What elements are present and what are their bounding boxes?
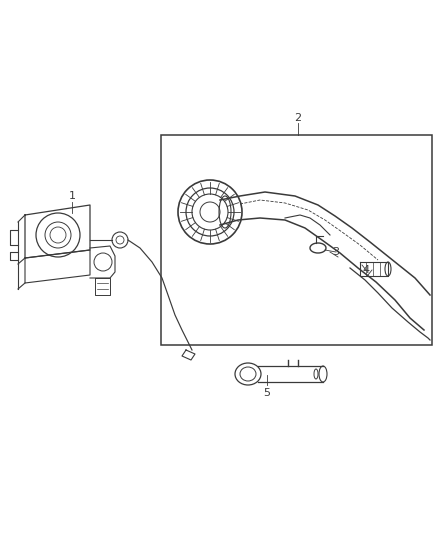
Text: 5: 5	[264, 388, 271, 398]
Text: 4: 4	[362, 265, 370, 275]
Text: 1: 1	[68, 191, 75, 201]
Text: 3: 3	[332, 247, 339, 257]
Text: 2: 2	[294, 113, 301, 123]
Bar	[161, 135, 432, 345]
